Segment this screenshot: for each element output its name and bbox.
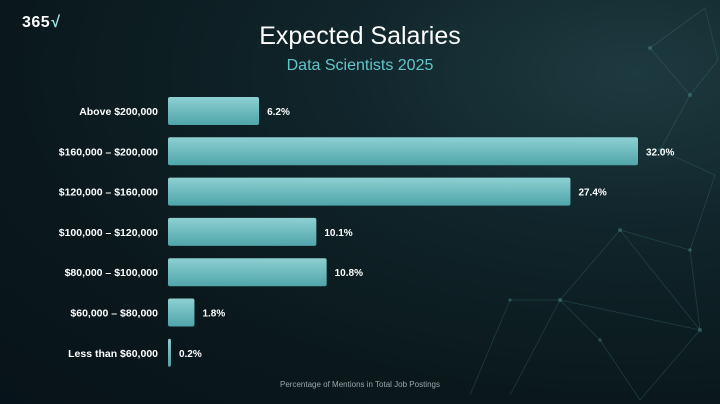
value-label: 10.1%: [324, 228, 352, 239]
bar: [168, 258, 327, 287]
chart-title: Expected Salaries: [259, 22, 461, 50]
check-root-icon: √: [51, 14, 61, 31]
category-label: Above $200,000: [79, 106, 158, 118]
bar: [168, 177, 571, 206]
category-label: $120,000 – $160,000: [59, 187, 158, 199]
bar: [168, 217, 317, 246]
category-label: $80,000 – $100,000: [65, 267, 159, 279]
category-label: $60,000 – $80,000: [70, 308, 158, 320]
category-label: $160,000 – $200,000: [59, 146, 158, 158]
chart-subtitle: Data Scientists 2025: [286, 57, 434, 74]
category-label: Less than $60,000: [68, 348, 158, 360]
value-label: 32.0%: [646, 147, 674, 158]
logo-text: 365: [22, 14, 51, 31]
bar: [168, 97, 260, 125]
value-label: 0.2%: [179, 349, 202, 360]
bar: [168, 137, 638, 166]
value-label: 6.2%: [267, 107, 290, 118]
value-label: 10.8%: [335, 268, 363, 279]
x-axis-label: Percentage of Mentions in Total Job Post…: [280, 380, 440, 389]
bar: [168, 298, 195, 327]
brand-logo: 365√: [22, 14, 60, 32]
value-label: 27.4%: [578, 188, 606, 199]
category-label: $100,000 – $120,000: [59, 227, 158, 239]
value-label: 1.8%: [202, 309, 225, 320]
bar: [168, 338, 171, 367]
